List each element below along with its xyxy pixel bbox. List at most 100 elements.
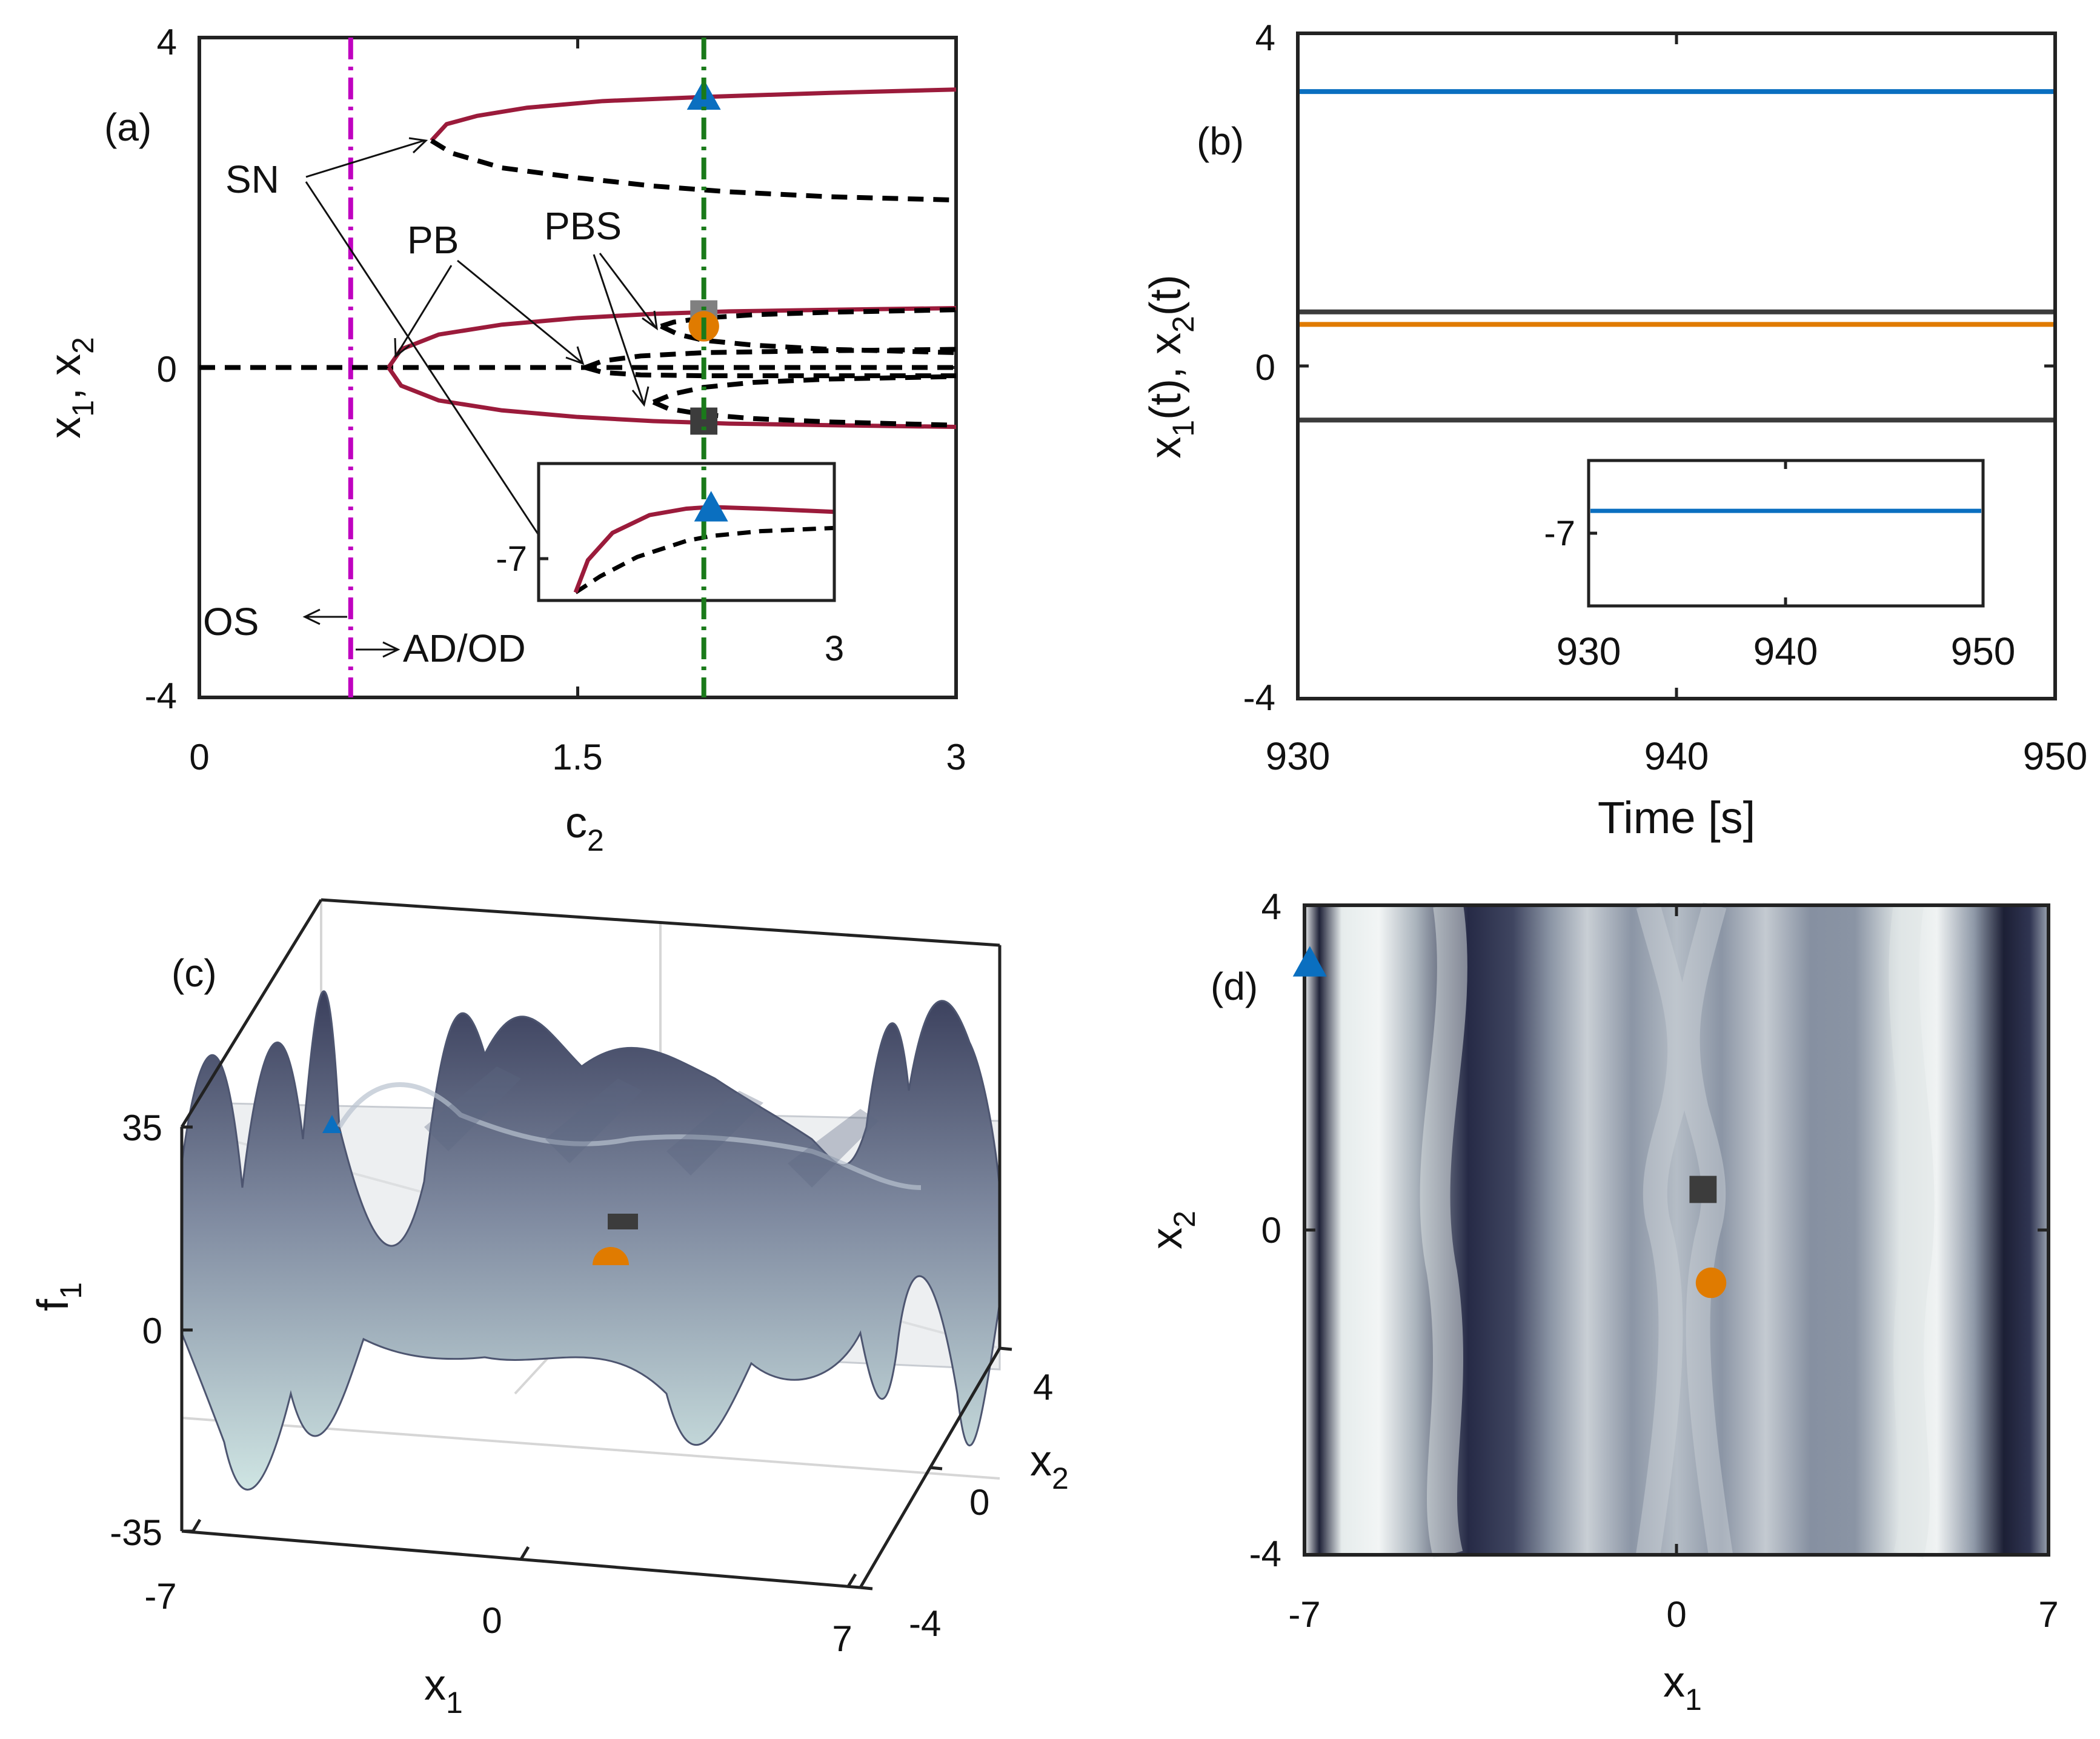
sn-arrowhead-upper xyxy=(408,137,428,154)
a-series-line-9 xyxy=(584,347,957,370)
a-xtick-label-1: 1.5 xyxy=(552,737,602,777)
c-xtick-label-1: 0 xyxy=(482,1600,502,1641)
c-box-top-edge xyxy=(321,898,1000,947)
a-series-line-8 xyxy=(652,374,957,405)
d-ylabel: x2 xyxy=(1143,1211,1201,1249)
d-circle-marker-icon-2 xyxy=(1695,1267,1727,1298)
pbs-arrowhead-lower xyxy=(631,386,650,407)
b-xtick-label-1: 940 xyxy=(1644,734,1709,778)
pb-arrow-left xyxy=(396,265,453,355)
c-xtick-0 xyxy=(519,1546,530,1560)
annotation-pbs: PBS xyxy=(544,204,622,248)
b-ytick-label-1: 0 xyxy=(1255,347,1275,388)
c-surface-ridge xyxy=(337,1082,922,1190)
c-ytick-4 xyxy=(999,1346,1012,1351)
c-zlabel: f1 xyxy=(29,1282,88,1311)
d-ytick-label-1: 0 xyxy=(1261,1210,1281,1251)
c-xtick-label-2: 7 xyxy=(832,1618,852,1659)
b-ytick-label-2: 4 xyxy=(1255,18,1275,58)
pbs-arrow-lower xyxy=(593,254,645,404)
c-ztick-label-2: 35 xyxy=(122,1108,162,1148)
a-inset-marker xyxy=(694,491,728,522)
panel-b-label: (b) xyxy=(1197,119,1244,163)
c-surface xyxy=(181,990,1001,1491)
a-series-line-2 xyxy=(430,138,957,203)
panel-a-curves xyxy=(199,87,957,430)
c-ytick-label-0: -4 xyxy=(909,1603,941,1644)
a-xtick-label-2: 3 xyxy=(946,737,966,777)
a-series-line-10 xyxy=(584,365,956,379)
b-inset-xtick-label-0: 930 xyxy=(1557,630,1621,673)
d-ytick-label-2: 4 xyxy=(1261,886,1281,927)
c-xtick-7 xyxy=(846,1573,857,1588)
c-xaxis-line xyxy=(181,1529,861,1589)
c-ytick-label-1: 0 xyxy=(969,1482,989,1523)
d-xtick-label-0: -7 xyxy=(1288,1594,1320,1635)
a-inset-frame xyxy=(537,462,836,602)
sn-arrow-upper xyxy=(305,139,425,178)
c-circle-marker-icon xyxy=(593,1247,629,1265)
annotation-sn: SN xyxy=(225,158,279,201)
c-xtick-minus7 xyxy=(191,1518,202,1533)
b-ytick-label-0: -4 xyxy=(1243,677,1275,718)
annotation-ad-od: AD/OD xyxy=(403,627,526,670)
a-ytick-label-0: -4 xyxy=(145,676,177,716)
a-series-line-3 xyxy=(387,305,957,369)
b-ylabel: x1(t), x2(t) xyxy=(1141,274,1200,459)
panel-a-label: (a) xyxy=(104,105,151,149)
sn-arrow-lower xyxy=(305,181,559,564)
c-ytick-0 xyxy=(929,1466,943,1471)
a-series-line-5 xyxy=(660,307,957,329)
panel-b-ticks xyxy=(1296,32,2057,700)
panel-d-ticks xyxy=(1303,903,2050,1557)
pb-arrowhead-left xyxy=(394,337,410,359)
panel-c-3d-surface: (c) 35 0 -35 -7 0 7 -4 0 4 x1 x2 f1 xyxy=(29,898,1069,1720)
annotation-arrows xyxy=(302,137,658,658)
c-triangle-marker-icon xyxy=(322,1115,341,1133)
d-xtick-label-2: 7 xyxy=(2038,1594,2058,1635)
a-series-line-4 xyxy=(387,366,957,430)
c-ztick-label-1: 0 xyxy=(142,1311,162,1351)
c-ylabel: x2 xyxy=(1030,1437,1069,1495)
panel-b-time-series: (b) -4 0 4 930 940 950 Time [s] x1(t), x… xyxy=(1141,18,2087,843)
a-inset-ytick-label: -7 xyxy=(496,539,527,579)
pbs-arrowhead-upper xyxy=(642,310,658,331)
a-inset-triangle-marker-icon xyxy=(694,491,728,522)
d-triangle-marker-icon-0 xyxy=(1292,946,1327,977)
a-series-line-7 xyxy=(652,400,957,428)
a-ylabel: x1, x2 xyxy=(41,337,100,439)
ad-od-arrowhead xyxy=(382,641,400,658)
b-xtick-label-2: 950 xyxy=(2023,734,2088,778)
pb-arrowhead-right xyxy=(565,346,585,365)
a-inset-curves xyxy=(573,505,835,594)
b-xtick-label-0: 930 xyxy=(1266,734,1331,778)
c-ztick-label-0: -35 xyxy=(110,1512,162,1553)
panel-a-bifurcation-diagram: (a) -4 0 4 0 1.5 3 c2 x1, x2 SN PB PBS O… xyxy=(41,22,966,857)
d-xtick-label-1: 0 xyxy=(1666,1594,1686,1635)
d-xlabel: x1 xyxy=(1663,1658,1702,1717)
d-ytick-label-0: -4 xyxy=(1249,1534,1281,1574)
pb-arrow-right xyxy=(457,259,582,364)
panel-d-markers xyxy=(1292,946,1727,1298)
a-series-line-1 xyxy=(430,87,957,142)
b-inset-xtick-label-1: 940 xyxy=(1753,630,1818,673)
c-ytick-minus4 xyxy=(860,1586,873,1591)
a-ytick-label-2: 4 xyxy=(157,22,177,62)
annotation-pb: PB xyxy=(407,218,459,262)
b-inset-xtick-label-2: 950 xyxy=(1951,630,2016,673)
panel-b-inset: -7 930 940 950 xyxy=(1544,459,2016,673)
a-inset-unstable-line xyxy=(574,525,835,594)
panel-d-label: (d) xyxy=(1211,965,1258,1008)
c-xtick-label-0: -7 xyxy=(144,1576,176,1617)
c-xlabel: x1 xyxy=(424,1661,463,1720)
d-square-marker-icon-1 xyxy=(1689,1175,1717,1203)
panel-d-heatmap: (d) -4 0 4 -7 0 7 x1 x2 xyxy=(1143,886,2059,1717)
a-xtick-label-0: 0 xyxy=(189,737,209,777)
a-inset-stable-line xyxy=(573,505,835,593)
annotation-os: OS xyxy=(203,600,259,643)
c-box-left-top xyxy=(180,899,323,1128)
c-surface-bands xyxy=(424,1066,879,1188)
a-ytick-label-1: 0 xyxy=(157,349,177,390)
pbs-arrow-upper xyxy=(599,253,657,328)
